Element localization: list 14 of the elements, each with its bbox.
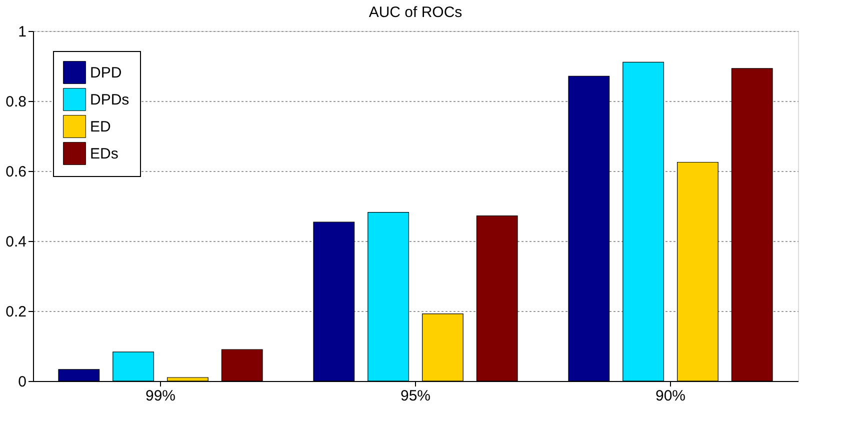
y-tick-label: 1 bbox=[18, 24, 26, 40]
y-tick-label: 0.6 bbox=[6, 164, 26, 180]
y-tick-label: 0.8 bbox=[6, 94, 26, 110]
chart-title: AUC of ROCs bbox=[368, 4, 462, 21]
legend-label: EDs bbox=[90, 146, 118, 162]
x-tick-label: 95% bbox=[400, 388, 431, 404]
x-tick-label: 90% bbox=[655, 388, 686, 404]
legend-label: DPDs bbox=[90, 92, 130, 108]
legend-label: DPD bbox=[90, 64, 122, 82]
y-tick-label: 0.4 bbox=[6, 234, 26, 250]
y-tick-label: 0.2 bbox=[6, 304, 26, 320]
legend-label: ED bbox=[90, 118, 112, 136]
y-tick-label: 0 bbox=[18, 374, 26, 390]
x-tick-label: 99% bbox=[145, 388, 176, 404]
